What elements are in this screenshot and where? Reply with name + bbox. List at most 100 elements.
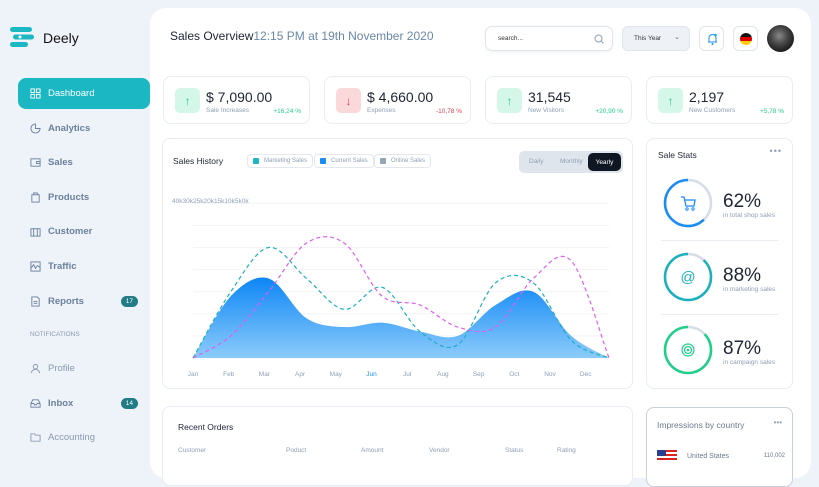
- x-tick-label: Aug: [437, 371, 449, 378]
- y-tick-label: 25k: [193, 198, 204, 205]
- tab-monthly[interactable]: Monthly: [560, 158, 583, 165]
- stat-value: 31,545: [528, 89, 571, 105]
- sidebar-item-dashboard[interactable]: Dashboard: [18, 78, 150, 109]
- sale-stats-title: Sale Stats: [658, 150, 697, 160]
- x-tick-label: Dec: [580, 371, 592, 378]
- x-tick-label: May: [330, 371, 343, 378]
- arrow-up-icon: ↑: [658, 88, 683, 113]
- column-header[interactable]: Amount: [361, 447, 384, 454]
- column-header[interactable]: Customer: [178, 447, 207, 454]
- stat-value: $ 7,090.00: [206, 89, 273, 105]
- series-marketing-sales-line: [192, 246, 610, 359]
- x-tick-label: Jan: [188, 371, 199, 378]
- recent-orders-title: Recent Orders: [178, 422, 234, 432]
- divider: [661, 240, 778, 241]
- briefcase-icon: [30, 228, 41, 237]
- sidebar-item-products[interactable]: Products: [18, 182, 150, 213]
- stat-change: +20,90 %: [595, 108, 623, 115]
- more-options-icon[interactable]: •••: [773, 418, 782, 427]
- y-tick-label: 20k: [203, 198, 214, 205]
- sidebar-item-inbox[interactable]: Inbox 14: [18, 388, 150, 419]
- column-header[interactable]: Poduct: [286, 447, 307, 454]
- progress-ring: [663, 178, 713, 228]
- divider: [661, 313, 778, 315]
- sidebar-item-sales[interactable]: Sales: [18, 147, 150, 178]
- search-input[interactable]: search...: [485, 26, 613, 51]
- sidebar-item-label: Accounting: [48, 432, 96, 444]
- stat-change: -10,78 %: [435, 108, 462, 115]
- stat-caption: in total shop sales: [723, 212, 776, 219]
- stat-change: +16,24 %: [273, 108, 301, 115]
- stat-card: ↑ 2,197 New Customers +5,78 %: [646, 76, 793, 124]
- deely-logo: [10, 27, 34, 47]
- stat-percent: 88%: [723, 264, 762, 286]
- x-tick-label: Mar: [259, 371, 271, 378]
- stat-caption: in campaign sales: [723, 359, 776, 366]
- legend-online-sales[interactable]: Online Sales: [374, 154, 432, 168]
- series-online-sales-line: [192, 236, 610, 359]
- folder-icon: [30, 433, 41, 442]
- x-tick-label: Jun: [366, 371, 377, 378]
- file-icon: [31, 296, 40, 307]
- germany-flag-icon: [740, 33, 752, 45]
- y-tick-label: 15k: [214, 198, 225, 205]
- stat-value: 2,197: [689, 89, 725, 105]
- arrow-up-icon: ↑: [175, 88, 200, 113]
- at-sign-icon: @: [680, 269, 695, 286]
- sidebar-item-analytics[interactable]: Analytics: [18, 113, 150, 144]
- more-options-icon[interactable]: •••: [769, 146, 782, 156]
- notifications-button[interactable]: [699, 26, 724, 51]
- y-tick-label: 30k: [182, 198, 193, 205]
- stat-label: Sale Increases: [206, 107, 249, 114]
- country-row: United States 110,002: [657, 450, 785, 462]
- notifications-section-label: NOTIFICATIONS: [30, 331, 80, 338]
- target-icon: [681, 343, 695, 357]
- sidebar-item-accounting[interactable]: Accounting: [18, 422, 150, 453]
- legend-current-sales[interactable]: Current Sales: [314, 154, 374, 168]
- x-tick-label: Jul: [403, 371, 412, 378]
- arrow-down-icon: ↓: [336, 88, 361, 113]
- search-icon: [594, 34, 604, 44]
- sidebar-item-label: Sales: [48, 157, 73, 169]
- count-badge: 14: [120, 397, 138, 409]
- x-tick-label: Apr: [295, 371, 306, 378]
- column-header[interactable]: Rating: [557, 447, 576, 454]
- tab-yearly[interactable]: Yearly: [588, 153, 621, 171]
- app-name: Deely: [43, 30, 79, 46]
- stat-value: $ 4,660.00: [367, 89, 434, 105]
- sidebar-item-label: Traffic: [48, 261, 77, 272]
- y-tick-label: 5k: [235, 198, 243, 205]
- stat-card: ↑ $ 7,090.00 Sale Increases +16,24 %: [163, 76, 310, 124]
- sidebar-item-customer[interactable]: Customer: [18, 216, 150, 247]
- column-header[interactable]: Vendor: [429, 447, 450, 454]
- avatar[interactable]: [767, 25, 794, 52]
- stat-change: +5,78 %: [759, 108, 784, 115]
- shopping-bag-icon: [31, 192, 40, 203]
- impressions-title: Impressions by country: [657, 420, 745, 430]
- progress-ring: @: [663, 252, 713, 301]
- sidebar-item-profile[interactable]: Profile: [18, 353, 150, 384]
- page-title: Sales Overview12:15 PM at 19th November …: [170, 29, 434, 43]
- y-tick-label: 10k: [224, 198, 235, 205]
- sidebar-item-label: Inbox: [48, 397, 74, 409]
- sidebar-item-traffic[interactable]: Traffic: [18, 251, 150, 282]
- sidebar-item-reports[interactable]: Reports 17: [18, 286, 150, 317]
- language-button[interactable]: [733, 26, 758, 51]
- sidebar-item-label: Profile: [48, 363, 75, 374]
- pie-chart-icon: [30, 123, 41, 134]
- y-tick-label: 40k: [172, 198, 183, 205]
- progress-ring: [663, 325, 713, 375]
- bell-icon: [708, 33, 717, 45]
- sidebar-item-label: Reports: [48, 295, 84, 307]
- column-header[interactable]: Status: [505, 447, 524, 454]
- sale-stats-card: Sale Stats ••• 62% in total shop sales @88…: [646, 138, 793, 389]
- stat-percent: 62%: [723, 191, 762, 212]
- tab-daily[interactable]: Daily: [529, 158, 544, 165]
- legend-marketing-sales[interactable]: Marketing Sales: [247, 154, 314, 168]
- recent-orders-card: Recent Orders Customer Poduct Amount Vendor…: [162, 406, 633, 486]
- arrow-up-icon: ↑: [497, 88, 522, 113]
- sidebar-item-label: Products: [48, 191, 90, 203]
- activity-icon: [30, 261, 41, 272]
- period-tabs: Daily Monthly Yearly: [519, 151, 623, 173]
- period-select[interactable]: This Year ⌄: [622, 26, 690, 51]
